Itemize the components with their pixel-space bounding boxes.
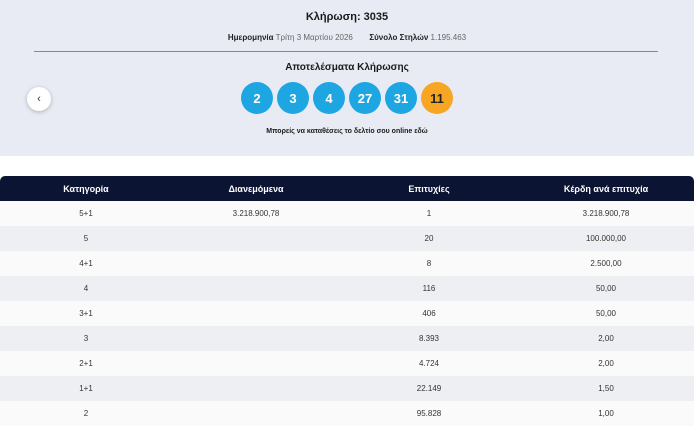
table-row: 1+1 22.149 1,50	[0, 376, 694, 401]
cell-prize: 2.500,00	[590, 259, 622, 268]
cell-winners: 20	[424, 234, 434, 243]
date-value: Τρίτη 3 Μαρτίου 2026	[275, 33, 353, 42]
header-distributed: Διανεμόμενα	[228, 183, 284, 194]
cell-category: 1+1	[79, 384, 93, 393]
cell-category: 5	[83, 234, 89, 243]
draw-title: Κλήρωση: 3035	[305, 11, 389, 23]
number-ball: 31	[385, 82, 417, 114]
table-row: 5 20 100.000,00	[0, 226, 694, 251]
cell-prize: 1,50	[598, 384, 614, 393]
table-row: 4+1 8 2.500,00	[0, 251, 694, 276]
columns-value: 1.195.463	[430, 33, 467, 42]
cell-distributed	[172, 401, 340, 426]
draw-meta: Ημερομηνία Τρίτη 3 Μαρτίου 2026 Σύνολο Σ…	[0, 33, 694, 42]
cell-prize: 2,00	[598, 359, 614, 368]
cell-distributed	[172, 326, 340, 351]
cell-distributed	[172, 276, 340, 301]
cell-category: 3+1	[79, 309, 93, 318]
number-ball: 27	[349, 82, 381, 114]
cell-category: 2+1	[79, 359, 93, 368]
cell-category: 2	[83, 409, 89, 418]
cell-winners: 1	[426, 209, 432, 218]
header-winners: Επιτυχίες	[408, 183, 450, 194]
online-link[interactable]: Μπορείς να καταθέσεις το δελτίο σου onli…	[266, 128, 428, 135]
prize-table: Κατηγορία Διανεμόμενα Επιτυχίες Κέρδη αν…	[0, 176, 694, 426]
results-heading: Αποτελέσματα Κλήρωσης	[285, 62, 409, 73]
cell-winners: 22.149	[416, 384, 442, 393]
winning-numbers: 2 3 4 27 31 11	[0, 82, 694, 114]
cell-winners: 4.724	[418, 359, 440, 368]
cell-winners: 95.828	[416, 409, 442, 418]
cell-distributed	[172, 351, 340, 376]
cell-prize: 50,00	[595, 309, 617, 318]
table-row: 3+1 406 50,00	[0, 301, 694, 326]
number-ball: 2	[241, 82, 273, 114]
cell-prize: 100.000,00	[585, 234, 627, 243]
cell-prize: 3.218.900,78	[582, 209, 630, 218]
table-row: 2 95.828 1,00	[0, 401, 694, 426]
draw-panel: Κλήρωση: 3035 Ημερομηνία Τρίτη 3 Μαρτίου…	[0, 0, 694, 156]
cell-category: 5+1	[79, 209, 93, 218]
chevron-left-icon: ‹	[37, 93, 41, 105]
bonus-ball: 11	[421, 82, 453, 114]
cell-distributed: 3.218.900,78	[232, 209, 280, 218]
cell-category: 3	[83, 334, 89, 343]
table-header: Κατηγορία Διανεμόμενα Επιτυχίες Κέρδη αν…	[0, 176, 694, 201]
cell-category: 4	[83, 284, 89, 293]
table-row: 3 8.393 2,00	[0, 326, 694, 351]
cell-category: 4+1	[79, 259, 93, 268]
divider	[34, 51, 658, 52]
cell-prize: 1,00	[598, 409, 614, 418]
table-row: 2+1 4.724 2,00	[0, 351, 694, 376]
cell-distributed	[172, 301, 340, 326]
date-label: Ημερομηνία	[227, 33, 274, 42]
previous-draw-button[interactable]: ‹	[27, 87, 51, 111]
cell-winners: 8	[426, 259, 432, 268]
cell-distributed	[172, 226, 340, 251]
header-category: Κατηγορία	[63, 183, 109, 194]
cell-prize: 2,00	[598, 334, 614, 343]
table-row: 4 116 50,00	[0, 276, 694, 301]
number-ball: 3	[277, 82, 309, 114]
cell-prize: 50,00	[595, 284, 617, 293]
table-row: 5+1 3.218.900,78 1 3.218.900,78	[0, 201, 694, 226]
header-prize: Κέρδη ανά επιτυχία	[563, 183, 649, 194]
cell-winners: 8.393	[418, 334, 440, 343]
cell-distributed	[172, 251, 340, 276]
cell-winners: 406	[422, 309, 436, 318]
cell-distributed	[172, 376, 340, 401]
number-ball: 4	[313, 82, 345, 114]
cell-winners: 116	[422, 284, 436, 293]
columns-label: Σύνολο Στηλών	[369, 33, 429, 42]
